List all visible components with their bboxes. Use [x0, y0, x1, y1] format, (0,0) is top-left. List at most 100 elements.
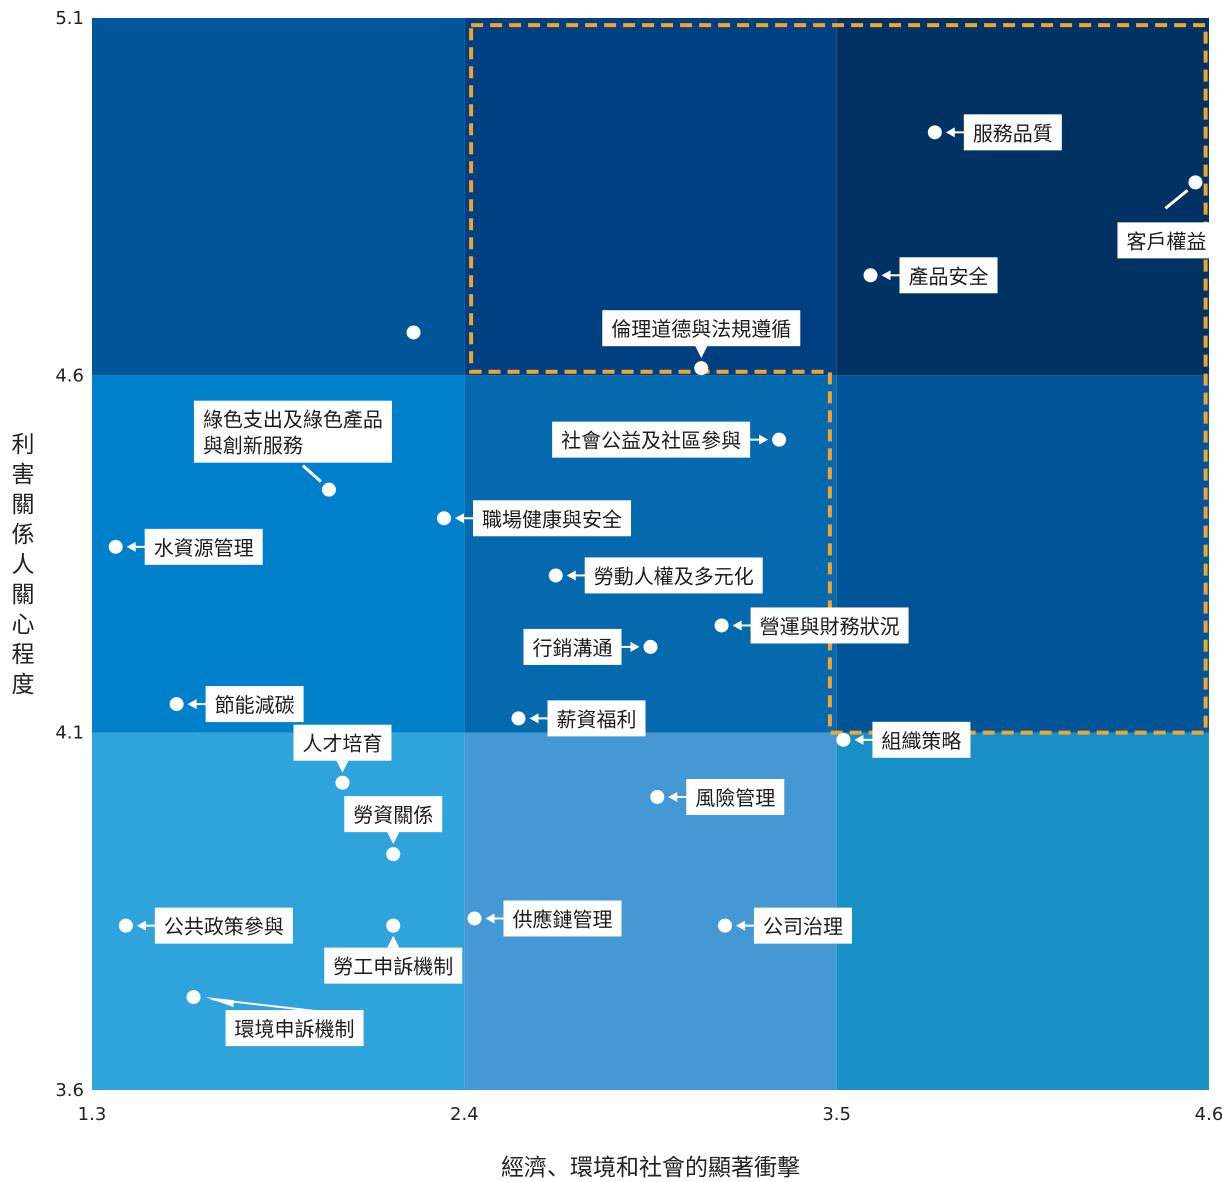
point-10-pointer	[732, 620, 742, 631]
point-16-pointer	[668, 791, 678, 802]
point-5-label: 社會公益及社區參與	[561, 429, 741, 453]
point-21-label: 公司治理	[763, 915, 843, 939]
point-16-box	[686, 778, 785, 815]
point-4-label: 倫理道德與法規遵循	[611, 317, 791, 341]
point-21-marker	[717, 918, 732, 933]
point-0-marker	[927, 125, 942, 140]
point-15-label: 人才培育	[302, 732, 382, 756]
point-16-marker	[650, 789, 665, 804]
point-1-marker	[1188, 175, 1203, 190]
point-19-label: 勞工申訴機制	[333, 955, 453, 979]
point-14-box	[872, 721, 971, 758]
point-21-pointer	[735, 920, 745, 931]
y-tick-label: 4.6	[55, 365, 84, 386]
point-5-box	[552, 421, 751, 458]
point-10-marker	[714, 618, 729, 633]
point-13-label: 薪資福利	[556, 707, 636, 731]
point-4-marker	[694, 361, 709, 376]
point-17-marker	[386, 847, 401, 862]
point-11-marker	[643, 639, 658, 654]
point-14-pointer	[854, 734, 864, 745]
point-15-pointer	[336, 760, 349, 773]
x-tick-label: 3.5	[822, 1104, 851, 1125]
point-13-marker	[511, 711, 526, 726]
point-18-label: 公共政策參與	[164, 915, 284, 939]
point-2-marker	[863, 268, 878, 283]
point-14-marker	[836, 732, 851, 747]
point-2-label: 產品安全	[909, 264, 989, 288]
point-5-marker	[772, 432, 787, 447]
point-3-marker	[406, 325, 421, 340]
point-5-pointer	[759, 434, 769, 445]
point-15-box	[293, 724, 392, 761]
quadrant-bottom-2	[836, 732, 1209, 1090]
x-tick-label: 1.3	[78, 1104, 107, 1125]
point-13-pointer	[529, 713, 539, 724]
x-tick-label: 2.4	[450, 1104, 479, 1125]
point-9-box	[584, 557, 763, 594]
point-17-box	[344, 796, 443, 833]
point-1-box	[1117, 222, 1216, 259]
point-7-marker	[437, 511, 452, 526]
point-1-label: 客戶權益	[1126, 229, 1206, 253]
point-7-label: 職場健康與安全	[482, 507, 622, 531]
point-12-box	[205, 686, 304, 723]
point-11-label: 行銷溝通	[533, 636, 613, 660]
point-8-pointer	[126, 541, 136, 552]
point-6-box	[193, 400, 392, 463]
x-axis-title: 經濟、環境和社會的顯著衝擊	[501, 1155, 800, 1181]
point-9-pointer	[566, 570, 576, 581]
y-tick-label: 4.1	[55, 723, 84, 744]
y-tick-label: 3.6	[55, 1080, 84, 1101]
point-9-label: 勞動人權及多元化	[594, 564, 754, 588]
point-6-label: 與創新服務	[203, 434, 303, 458]
point-19-marker	[386, 918, 401, 933]
point-7-box	[473, 500, 632, 537]
x-tick-label: 4.6	[1195, 1104, 1222, 1125]
point-6-leader	[301, 464, 322, 483]
point-16-label: 風險管理	[695, 786, 775, 810]
point-20-label: 供應鏈管理	[512, 907, 612, 931]
point-0-box	[963, 114, 1062, 151]
point-17-label: 勞資關係	[353, 803, 433, 827]
point-0-pointer	[945, 127, 955, 138]
point-20-box	[503, 900, 622, 937]
y-tick-label: 5.1	[55, 8, 84, 29]
point-20-pointer	[485, 913, 495, 924]
point-19-pointer	[387, 935, 400, 948]
point-4-box	[602, 310, 801, 347]
y-axis-title: 利害關係人關心程度	[11, 432, 35, 698]
point-2-box	[899, 257, 998, 294]
point-14-label: 組織策略	[881, 729, 961, 753]
point-10-box	[750, 607, 909, 644]
point-8-label: 水資源管理	[154, 536, 254, 560]
point-1-leader	[1164, 189, 1189, 210]
point-22-label: 環境申訴機制	[235, 1017, 355, 1041]
point-19-box	[324, 947, 463, 984]
point-12-label: 節能減碳	[215, 693, 295, 717]
point-17-pointer	[387, 832, 400, 845]
point-6-label: 綠色支出及綠色產品	[203, 408, 383, 432]
point-21-box	[753, 907, 852, 944]
point-18-box	[154, 907, 293, 944]
point-18-pointer	[136, 920, 146, 931]
point-22-marker	[186, 990, 201, 1005]
point-4-pointer	[695, 346, 708, 359]
point-11-box	[523, 628, 622, 665]
point-9-marker	[548, 568, 563, 583]
point-18-marker	[118, 918, 133, 933]
point-12-marker	[169, 697, 184, 712]
point-8-marker	[108, 539, 123, 554]
point-20-marker	[467, 911, 482, 926]
point-6-marker	[321, 482, 336, 497]
highlight-region	[469, 23, 1208, 735]
point-0-label: 服務品質	[973, 121, 1053, 145]
point-8-box	[144, 528, 263, 565]
point-13-box	[547, 700, 646, 737]
point-12-pointer	[187, 699, 197, 710]
point-22-box	[225, 1010, 364, 1047]
point-7-pointer	[455, 513, 465, 524]
point-10-label: 營運與財務狀況	[760, 614, 900, 638]
point-11-pointer	[630, 641, 640, 652]
